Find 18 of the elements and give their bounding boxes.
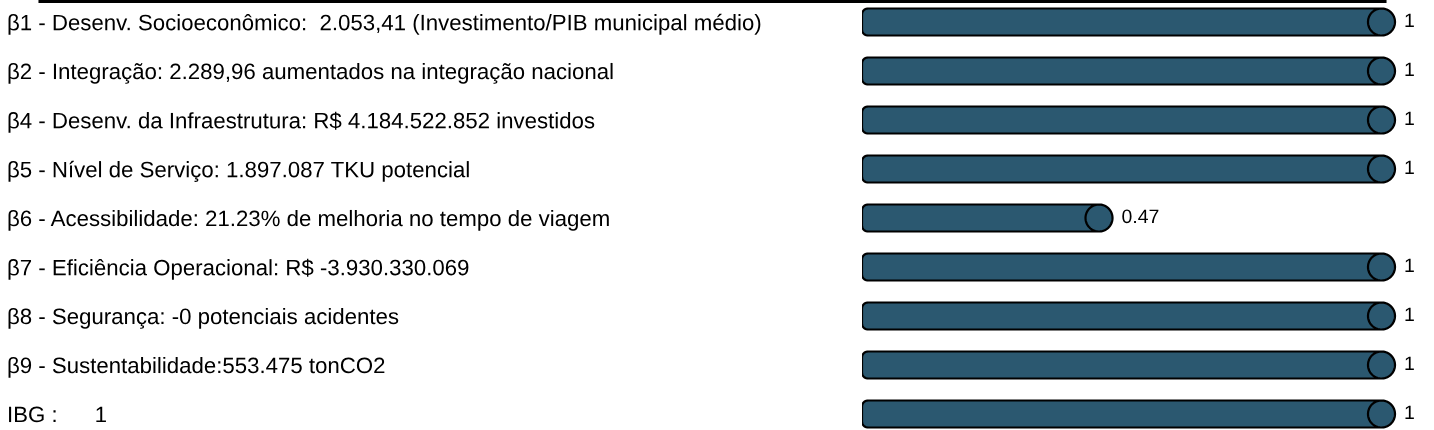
data-label: 1 (1405, 111, 1414, 126)
data-label: 1 (1405, 62, 1414, 77)
data-label: 1 (1405, 258, 1414, 273)
y-tick-label: β4 - Desenv. da Infraestrutura: R$ 4.184.522.852 investidos (8, 111, 595, 133)
y-tick-label: β2 - Integração: 2.289,96 aumentados na integração nacional (8, 62, 613, 84)
y-tick-label: β6 - Acessibilidade: 21.23% de melhoria no tempo de viagem (8, 209, 609, 231)
y-tick-label: β1 - Desenv. Socioeconômico: 2.053,41 (Investimento/PIB municipal médio) (8, 13, 761, 35)
data-label: 1 (1405, 13, 1414, 28)
y-tick-label: β7 - Eficiência Operacional: R$ -3.930.330.069 (8, 258, 469, 280)
data-label: 1 (1405, 307, 1414, 322)
data-label: 1 (1405, 160, 1414, 175)
y-tick-label: β9 - Sustentabilidade:553.475 tonCO2 (8, 356, 385, 378)
data-label: 1 (1405, 356, 1414, 371)
data-label: 1 (1405, 405, 1414, 420)
y-tick-label: β5 - Nível de Serviço: 1.897.087 TKU potencial (8, 160, 469, 182)
data-label: 0.47 (1122, 209, 1159, 224)
y-tick-label: β8 - Segurança: -0 potenciais acidentes (8, 307, 399, 329)
y-tick-label: IBG : 1 (9, 406, 106, 423)
